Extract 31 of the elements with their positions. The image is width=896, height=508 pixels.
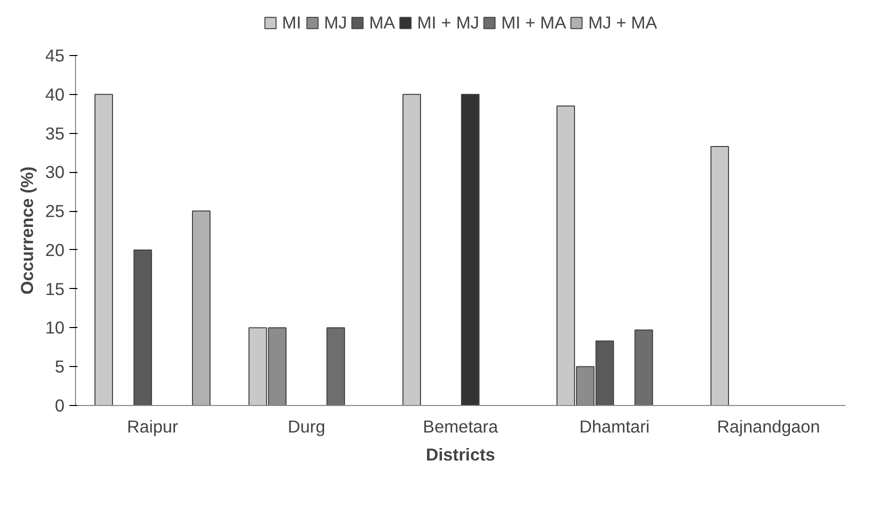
y-tick-label: 45	[45, 46, 65, 66]
bar	[634, 330, 654, 406]
bar	[192, 210, 211, 406]
bar	[402, 94, 422, 406]
bar	[133, 249, 152, 406]
y-tick-label: 10	[45, 318, 65, 338]
y-tick-label: 15	[45, 278, 65, 299]
legend-label: MI + MJ	[417, 12, 480, 33]
legend-label: MJ + MA	[588, 12, 658, 33]
legend-label: MI	[282, 12, 302, 33]
y-axis-title: Occurrence (%)	[17, 166, 38, 295]
x-tick-label: Rajnandgaon	[716, 416, 820, 436]
x-axis-title: Districts	[426, 444, 496, 464]
legend-label: MA	[369, 12, 396, 33]
legend-label: MI + MA	[501, 12, 566, 33]
y-tick-label: 40	[45, 84, 65, 104]
x-tick-label: Durg	[288, 416, 326, 436]
x-tick-label: Bemetara	[422, 416, 498, 436]
bar	[326, 327, 346, 406]
y-tick-label: 30	[45, 162, 65, 182]
y-tick-label: 20	[45, 240, 65, 260]
y-tick-label: 25	[45, 201, 65, 222]
x-tick-label: Dhamtari	[579, 416, 650, 436]
y-tick-label: 0	[54, 396, 65, 416]
x-tick-label: Raipur	[126, 416, 178, 436]
bar	[460, 94, 480, 406]
bar	[94, 94, 114, 406]
bar	[710, 146, 730, 406]
y-tick-label: 35	[45, 123, 65, 144]
legend-label: MJ	[324, 12, 348, 33]
y-tick-label: 5	[54, 356, 65, 377]
